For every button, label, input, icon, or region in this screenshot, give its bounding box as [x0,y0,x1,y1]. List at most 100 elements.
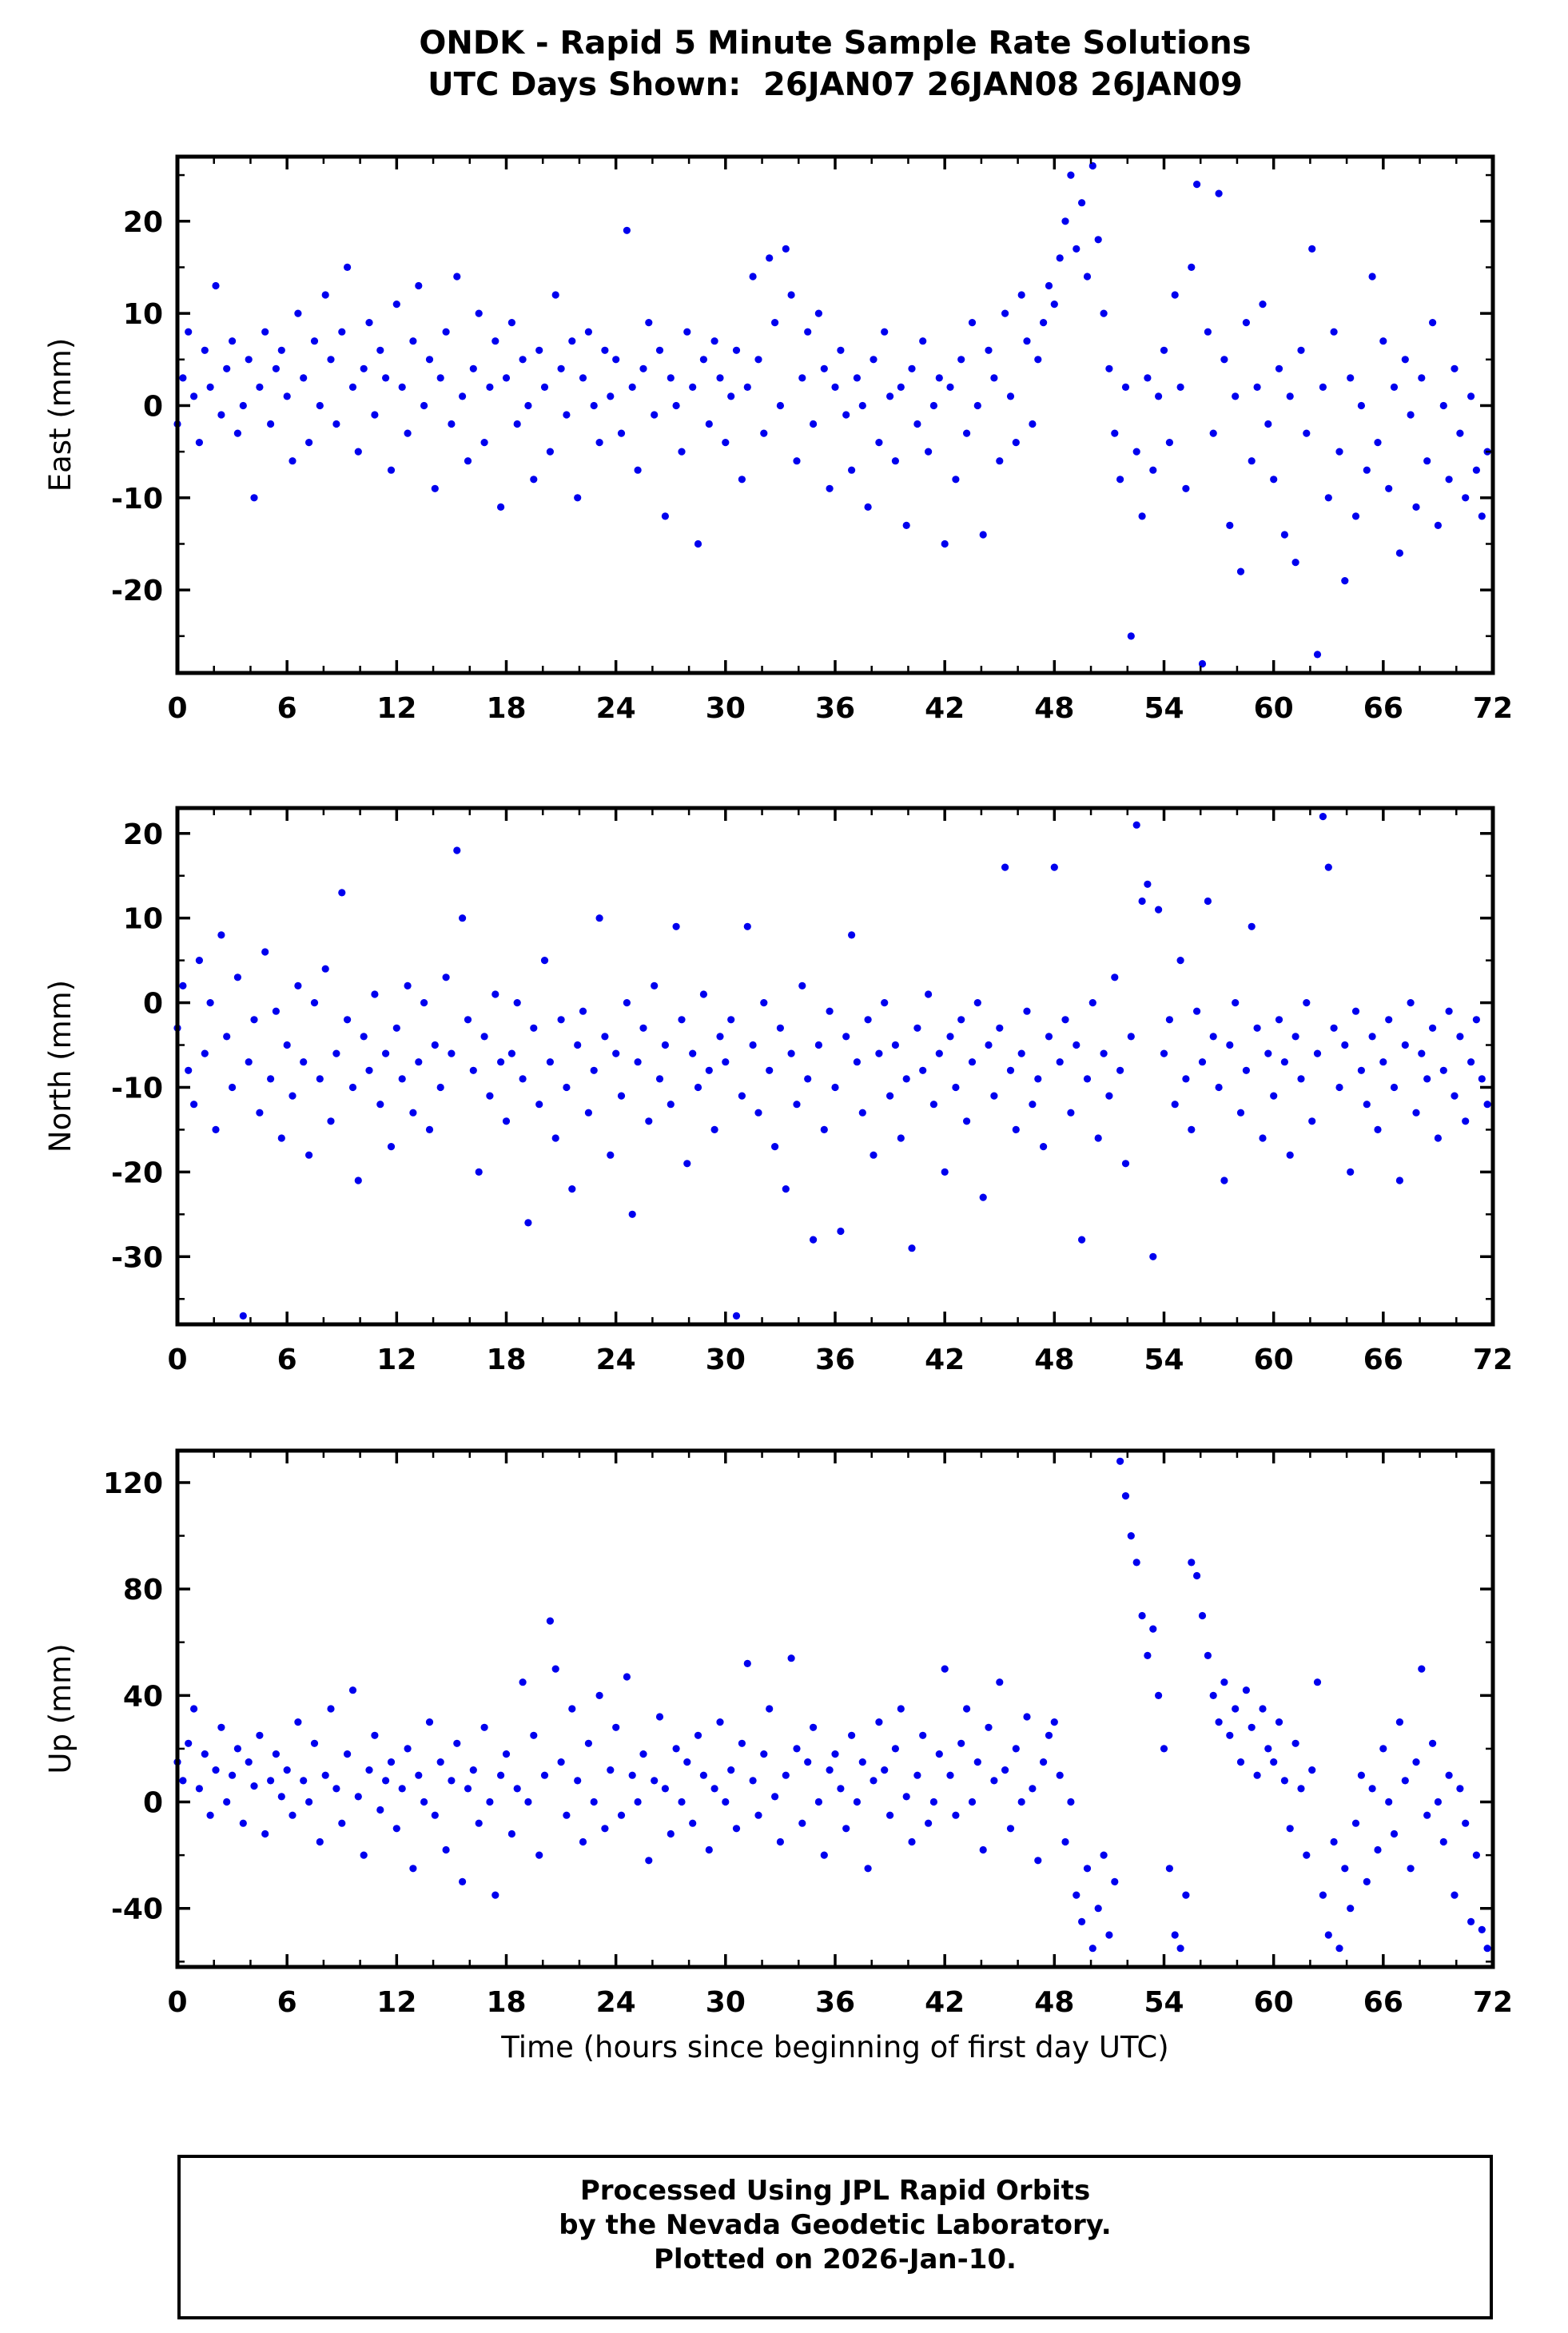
data-point [1073,245,1080,253]
data-point [1127,632,1135,640]
data-point [1363,1877,1371,1885]
data-point [716,1033,724,1041]
data-point [1264,1745,1272,1753]
data-point [272,364,280,372]
data-point [1434,521,1442,530]
data-point [1050,1718,1058,1726]
data-point [1248,457,1256,465]
data-point [651,1777,659,1785]
data-point [250,494,258,502]
data-point [1429,319,1437,327]
data-point [277,1793,285,1801]
data-point [1083,1075,1092,1083]
data-point [957,1739,965,1747]
data-point [1467,1917,1475,1925]
data-point [551,291,559,299]
data-point [354,1176,362,1184]
data-point [497,1058,505,1066]
x-tick-label: 36 [815,1344,855,1376]
data-point [1176,1945,1184,1953]
footer-line2: by the Nevada Geodetic Laboratory. [559,2209,1112,2241]
data-point [409,1109,417,1117]
data-point [689,1049,697,1057]
data-point [250,1016,258,1024]
data-point [316,1075,324,1083]
data-point [1121,1160,1130,1168]
data-point [464,1016,472,1024]
data-point [289,457,296,465]
data-point [771,1793,779,1801]
data-point [990,374,998,382]
data-point [864,503,872,512]
data-point [1363,466,1371,474]
data-point [382,1777,390,1785]
data-point [1171,291,1179,299]
data-point [776,401,785,410]
data-point [683,1160,691,1168]
data-point [738,1092,746,1100]
data-point [810,420,818,428]
data-point [639,1024,647,1032]
data-point [1429,1739,1437,1747]
data-point [1379,1058,1387,1066]
data-point [864,1865,872,1873]
data-point [968,1058,977,1066]
data-point [1379,337,1387,345]
data-point [442,1845,450,1854]
data-point [973,999,981,1007]
data-point [256,1109,264,1117]
data-point [1259,1134,1267,1142]
x-tick-label: 24 [596,1986,636,2019]
data-point [201,1049,209,1057]
data-point [1412,503,1420,512]
data-point [283,1766,291,1774]
data-point [1149,466,1157,474]
data-point [1073,1041,1080,1049]
data-point [1188,263,1196,271]
data-point [848,466,856,474]
data-point [584,1109,593,1117]
data-point [519,1678,527,1686]
data-point [1067,171,1075,179]
data-point [1056,254,1064,262]
data-point [727,392,735,400]
data-point [1313,1049,1322,1057]
data-point [185,328,193,336]
data-point [946,1771,954,1779]
data-point [853,1058,861,1066]
data-point [1401,1041,1409,1049]
data-point [480,1033,488,1041]
data-point [1451,1092,1459,1100]
data-point [557,1758,565,1766]
data-point [272,1007,280,1015]
data-point [415,1058,423,1066]
data-point [321,291,329,299]
data-point [1023,1007,1031,1015]
data-point [530,1731,538,1739]
data-point [820,364,828,372]
data-point [1116,1066,1124,1074]
data-point [1012,439,1020,447]
x-tick-label: 42 [925,1986,965,2019]
data-point [1341,1865,1349,1873]
x-tick-label: 60 [1254,1986,1294,2019]
data-point [415,1771,423,1779]
data-point [1034,1075,1042,1083]
data-point [667,374,675,382]
data-point [710,1785,718,1793]
data-point [1067,1798,1075,1806]
data-point [1483,1101,1491,1109]
data-point [453,846,461,854]
data-point [826,484,834,492]
data-point [1374,1125,1382,1133]
data-point [1100,309,1108,317]
data-point [694,539,702,548]
data-point [1017,1798,1025,1806]
data-point [546,1058,555,1066]
data-point [420,999,428,1007]
data-point [425,356,434,364]
data-point [344,263,352,271]
data-point [294,309,302,317]
data-point [1286,1825,1294,1833]
x-tick-label: 12 [376,692,416,725]
